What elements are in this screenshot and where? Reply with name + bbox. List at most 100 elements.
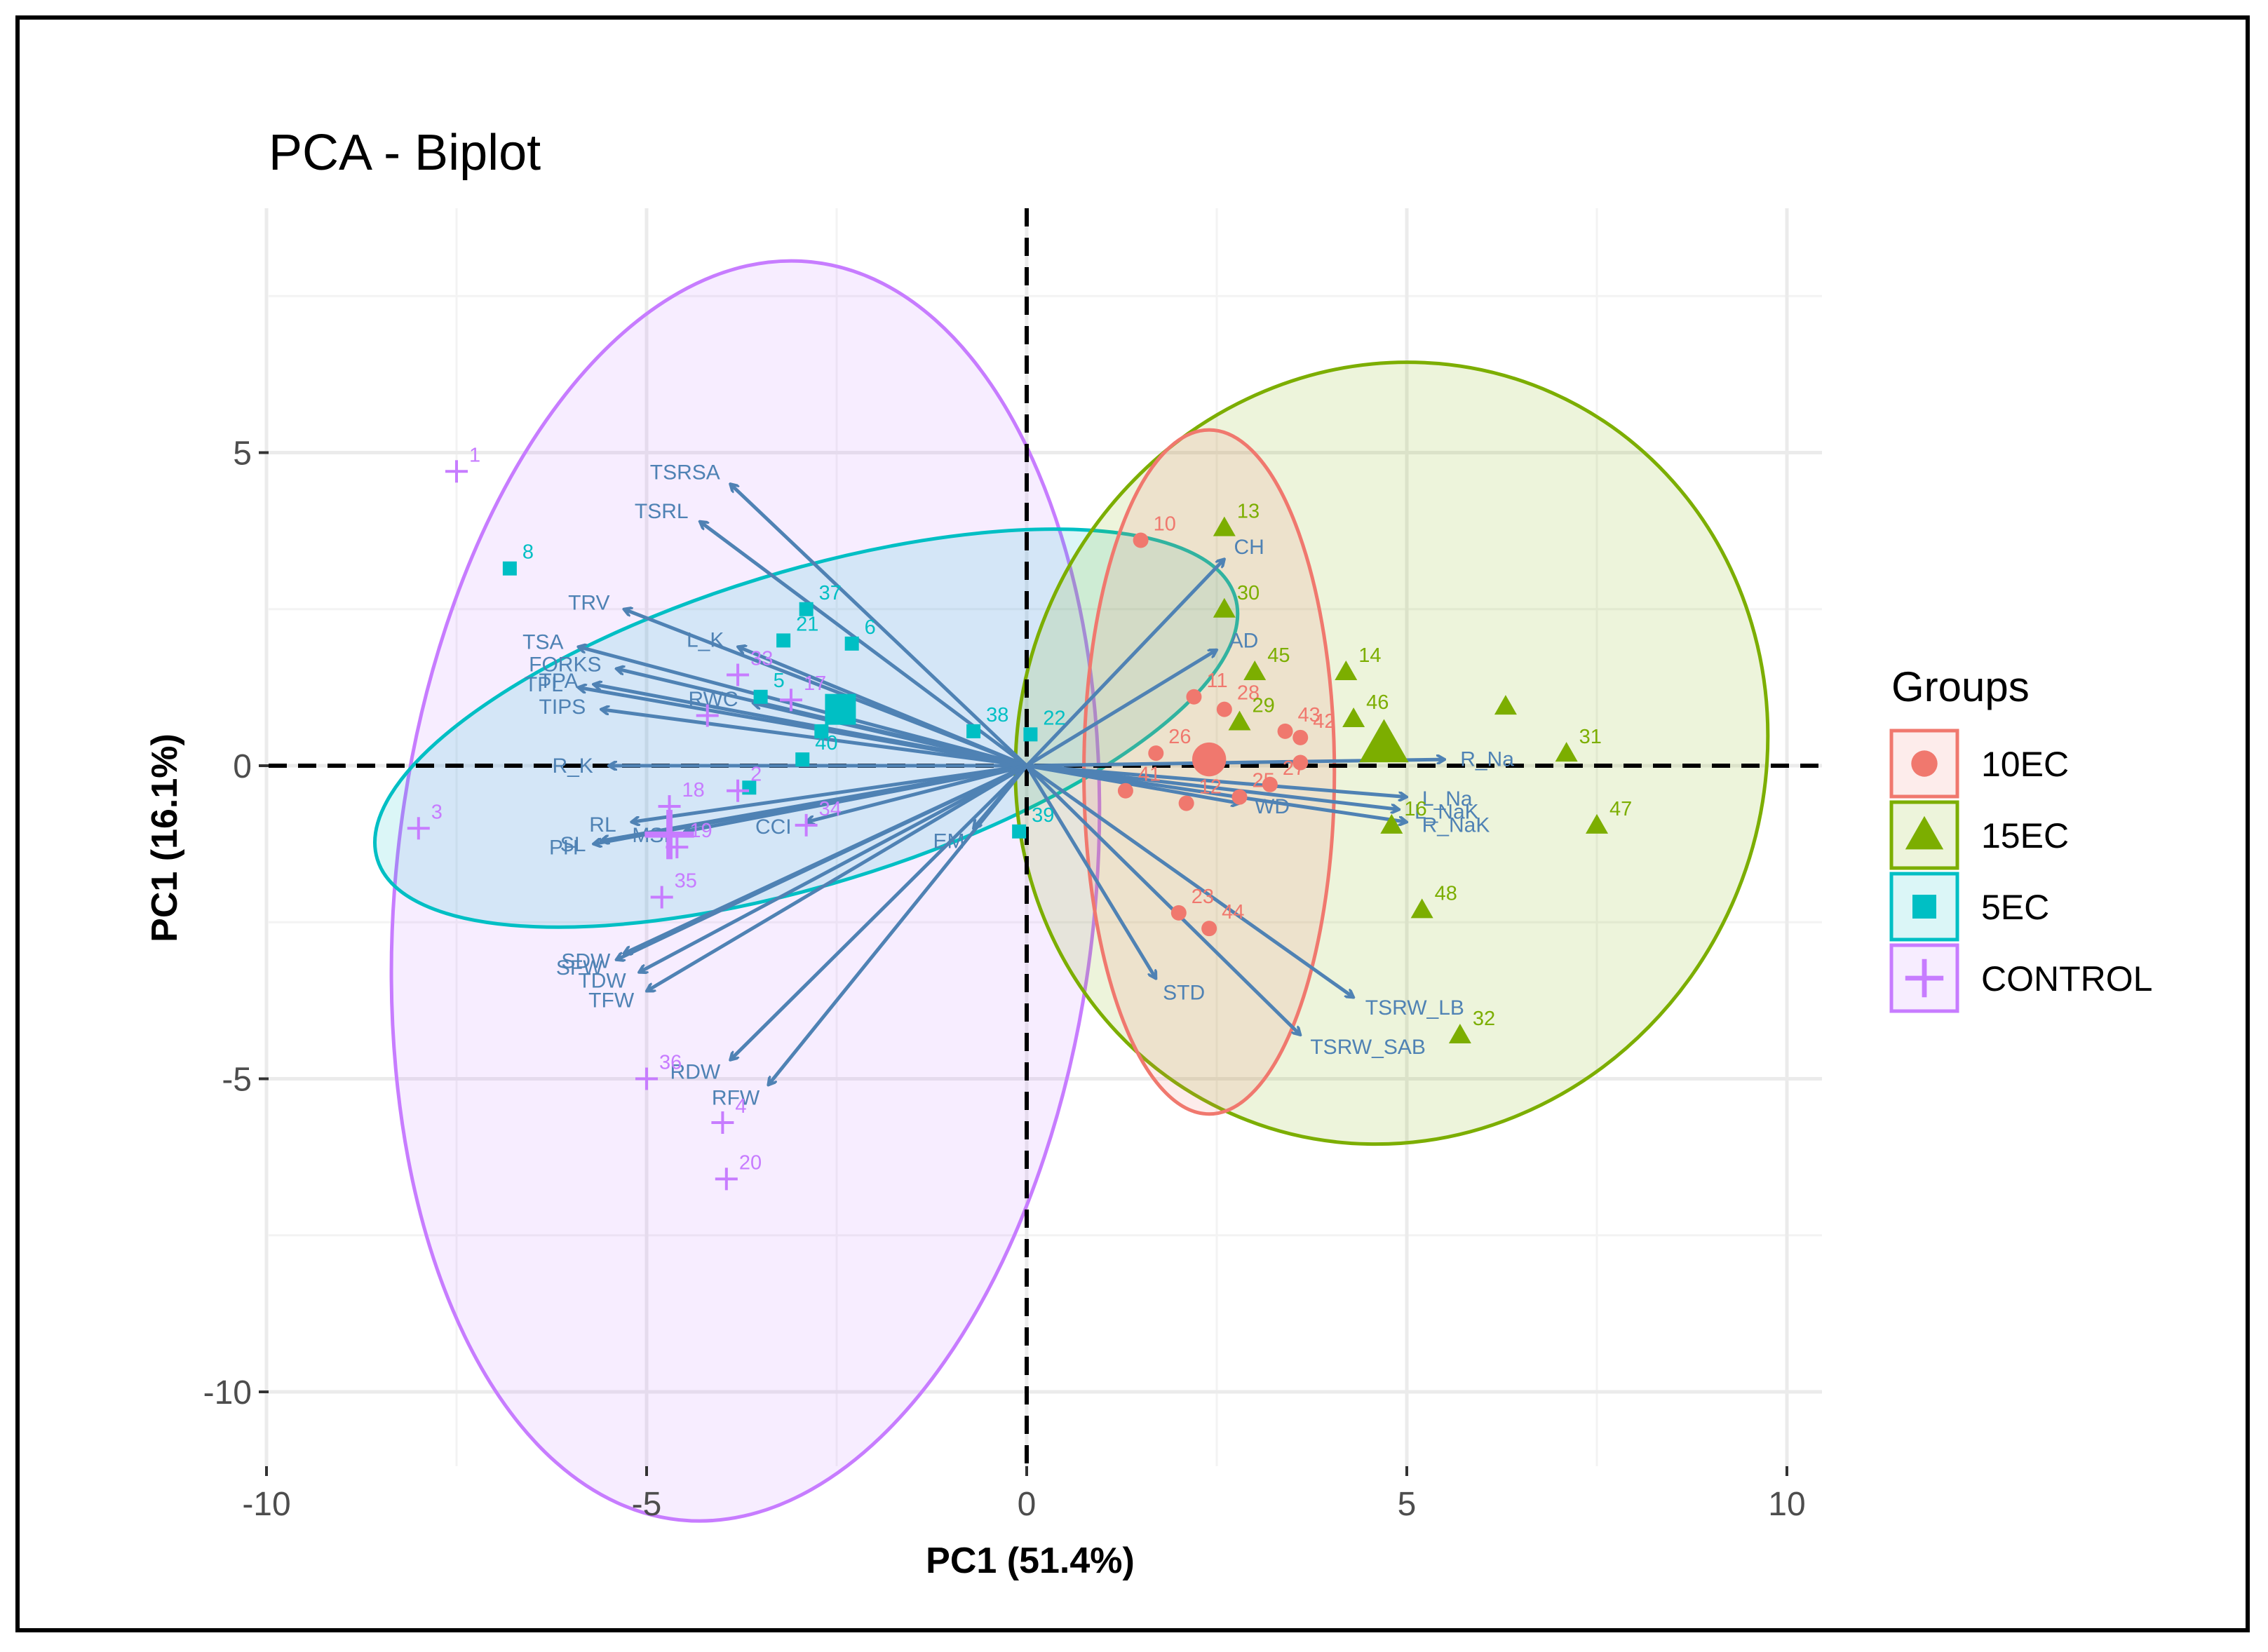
loading-label-tsrw_lb: TSRW_LB [1365,996,1464,1020]
loading-label-sfw: SFW [556,956,603,980]
loading-label-rfw: RFW [712,1087,760,1110]
loading-arrow-rwc [753,703,1027,768]
loading-label-rwc: RWC [688,688,738,711]
point-5ec-40 [795,752,810,767]
loading-label-tpa: TPA [539,670,579,693]
y-tick-label: -5 [222,1062,252,1099]
point-5ec-39 [1012,824,1027,839]
point-label-36: 36 [659,1052,682,1074]
point-5ec-8 [502,561,517,576]
point-label-5: 5 [774,670,785,692]
loading-label-trv: TRV [568,591,609,614]
loading-label-tsrsa: TSRSA [650,461,720,485]
point-10ec-12 [1178,795,1194,811]
point-label-2: 2 [750,764,762,786]
loading-label-ph: PH [549,836,579,859]
legend-title: Groups [1891,663,2030,710]
point-5ec-x4 [814,724,829,738]
point-label-42: 42 [1313,710,1335,733]
point-15ec-29 [1228,710,1251,731]
loading-label-l_na: L_Na [1422,787,1473,811]
point-label-11: 11 [1206,670,1227,692]
loading-arrow-tfw [647,764,1028,993]
point-label-6: 6 [865,616,876,639]
point-10ec-42 [1292,729,1309,745]
point-label-43: 43 [1298,704,1321,726]
legend-label-5ec: 5EC [1981,888,2049,927]
point-label-28: 28 [1237,682,1260,705]
point-label-46: 46 [1366,691,1389,714]
point-label-13: 13 [1237,501,1260,523]
loading-label-rl: RL [589,813,616,837]
x-tick-label: -5 [632,1486,662,1523]
point-control-3 [407,817,430,840]
loading-arrow-l_na [1026,764,1407,797]
ellipse-control [389,259,1102,1523]
point-control-4 [711,1111,734,1135]
point-10ec-44 [1201,921,1217,937]
loading-label-std: STD [1163,981,1205,1004]
point-label-34: 34 [819,798,842,820]
point-15ec-x2 [1494,695,1517,715]
loading-arrow-ch [1025,559,1224,767]
point-label-47: 47 [1609,798,1632,820]
loading-arrow-tpl [578,687,1027,768]
loading-arrow-rdw [730,764,1028,1060]
figure-frame [15,15,2250,1632]
point-label-35: 35 [675,870,697,893]
point-5ec-37 [799,602,814,616]
plot-panel [269,208,1822,1466]
point-15ec-48 [1410,898,1433,919]
point-10ec-x1 [1292,754,1309,771]
point-15ec-14 [1335,661,1358,681]
loading-label-tsrl: TSRL [635,500,689,523]
point-10ec-41 [1117,783,1133,799]
legend-symbol-control [1905,959,1944,998]
point-10ec-28 [1216,701,1232,717]
point-label-19: 19 [689,820,712,842]
loading-arrow-ad [1025,648,1217,768]
centroid-5ec [825,693,856,725]
y-tick-label: 5 [233,435,252,473]
point-label-17: 17 [804,672,826,695]
point-5ec-21 [776,633,791,648]
loading-arrow-tsa [578,646,1027,768]
point-label-40: 40 [815,732,837,754]
point-control-36 [635,1067,658,1090]
legend-symbol-15ec [1905,815,1944,850]
loading-label-tpl: TPL [525,673,563,696]
legend-label-control: CONTROL [1981,959,2152,998]
point-label-45: 45 [1267,644,1290,667]
point-15ec-31 [1555,742,1578,762]
point-5ec-5 [753,689,768,704]
point-15ec-45 [1243,661,1267,681]
point-control-34 [795,813,818,837]
x-tick-label: -10 [242,1486,290,1523]
point-15ec-16 [1380,813,1403,834]
loading-arrow-l_k [738,646,1027,768]
legend-label-15ec: 15EC [1981,816,2069,855]
point-15ec-32 [1448,1023,1471,1043]
legend-symbol-10ec [1911,750,1938,777]
point-label-4: 4 [735,1095,746,1118]
point-control-2 [727,779,750,802]
point-label-12: 12 [1199,776,1222,799]
loading-label-r_na: R_Na [1460,748,1514,771]
point-label-20: 20 [739,1151,762,1174]
loading-arrow-tdw [639,764,1028,973]
x-tick-label: 10 [1768,1486,1805,1523]
point-label-41: 41 [1138,764,1161,786]
point-label-26: 26 [1168,726,1191,748]
legend-label-10ec: 10EC [1981,745,2069,784]
point-15ec-46 [1342,707,1365,728]
loading-label-r_k: R_K [552,754,593,778]
loading-label-tdw: TDW [578,970,626,993]
loading-label-ch: CH [1234,536,1264,559]
point-control-20 [715,1167,738,1191]
point-10ec-23 [1170,905,1187,921]
point-10ec-27 [1262,776,1278,792]
point-label-30: 30 [1237,582,1260,604]
point-label-18: 18 [682,779,705,801]
